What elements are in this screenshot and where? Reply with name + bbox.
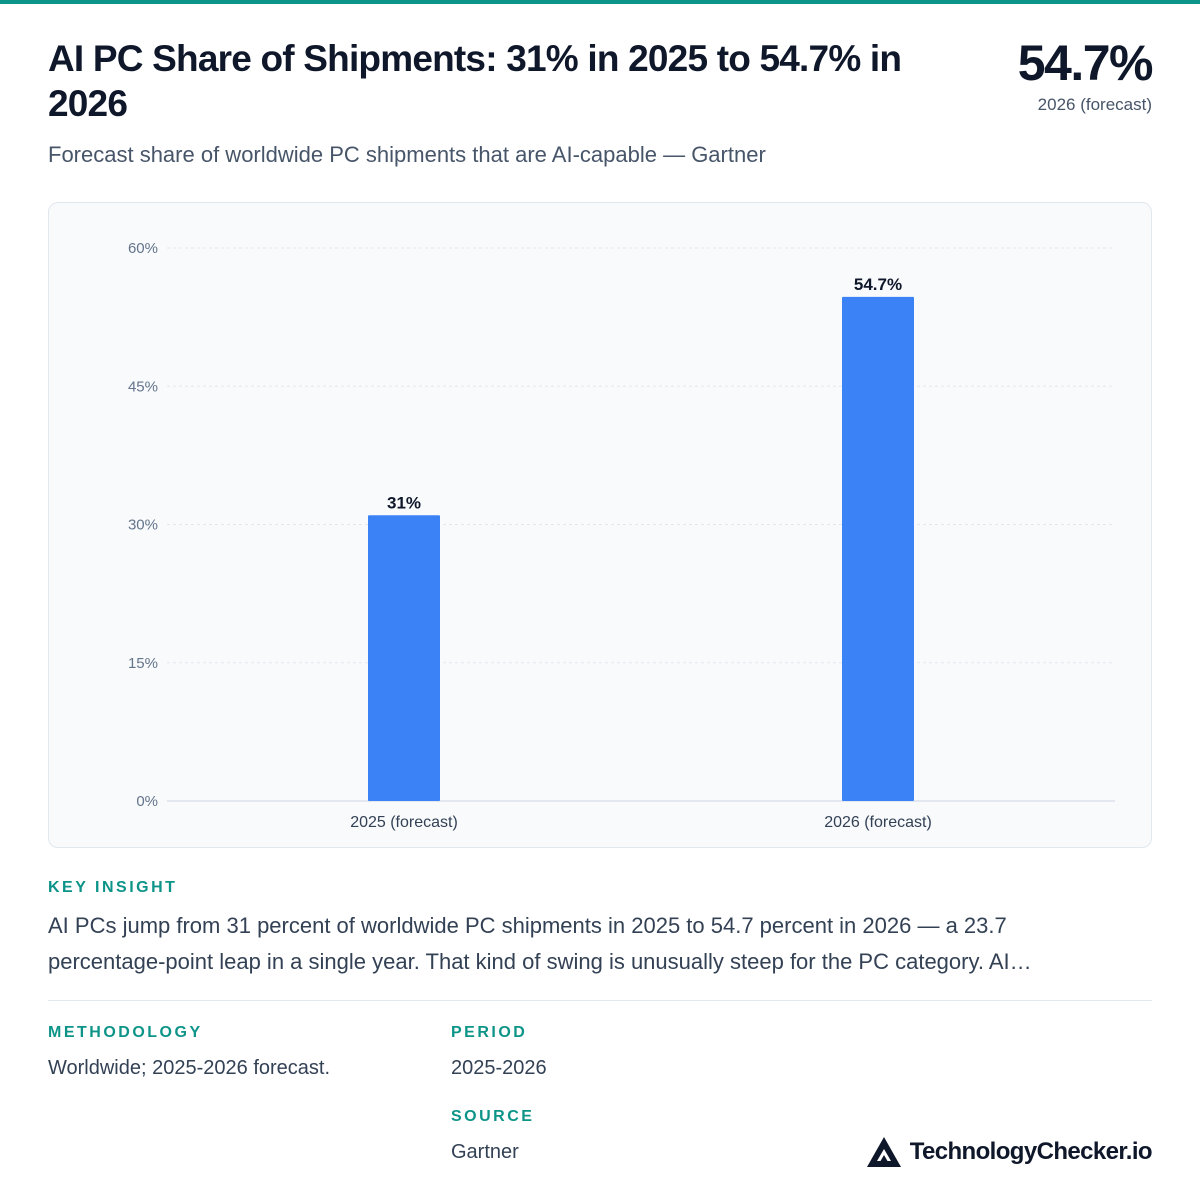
brand-logo: TechnologyChecker.io: [866, 1136, 1153, 1168]
triangle-logo-icon: [866, 1137, 901, 1167]
page-title: AI PC Share of Shipments: 31% in 2025 to…: [48, 38, 902, 124]
y-tick-label: 30%: [128, 517, 158, 534]
divider: [48, 1000, 1152, 1001]
methodology-label: METHODOLOGY: [48, 1024, 203, 1041]
brand-name: TechnologyChecker.io: [909, 1138, 1153, 1165]
hero-value: 54.7%: [1017, 35, 1154, 91]
source-value: Gartner: [451, 1141, 519, 1163]
hero-label: 2026 (forecast): [1037, 95, 1152, 114]
top-accent-bar: [0, 0, 1200, 4]
key-insight-text: AI PCs jump from 31 percent of worldwide…: [48, 908, 1152, 980]
subtitle: Forecast share of worldwide PC shipments…: [48, 142, 766, 167]
bar-value-label: 31%: [387, 493, 421, 512]
chart-card: 0% 15% 30% 45% 60% 31% 2025 (forecast) 54.7% 202…: [48, 202, 1152, 848]
y-tick-label: 0%: [136, 793, 158, 810]
key-insight-label: KEY INSIGHT: [48, 879, 178, 896]
y-tick-label: 45%: [128, 378, 158, 395]
x-tick-label: 2025 (forecast): [350, 814, 458, 831]
x-tick-label: 2026 (forecast): [824, 814, 932, 831]
source-label: SOURCE: [451, 1108, 535, 1125]
bar-chart: 0% 15% 30% 45% 60% 31% 2025 (forecast) 54.7% 202…: [128, 240, 1115, 831]
key-insight-line-1: AI PCs jump from 31 percent of worldwide…: [48, 913, 1007, 938]
period-label: PERIOD: [451, 1024, 528, 1041]
period-value: 2025-2026: [451, 1057, 547, 1079]
bar: [842, 296, 914, 801]
methodology-value: Worldwide; 2025-2026 forecast.: [48, 1057, 331, 1079]
bar: [368, 515, 440, 801]
bar-value-label: 54.7%: [854, 275, 902, 294]
y-tick-label: 60%: [128, 240, 158, 257]
key-insight-line-2: percentage-point leap in a single year. …: [48, 949, 1032, 974]
y-tick-label: 15%: [128, 655, 158, 672]
